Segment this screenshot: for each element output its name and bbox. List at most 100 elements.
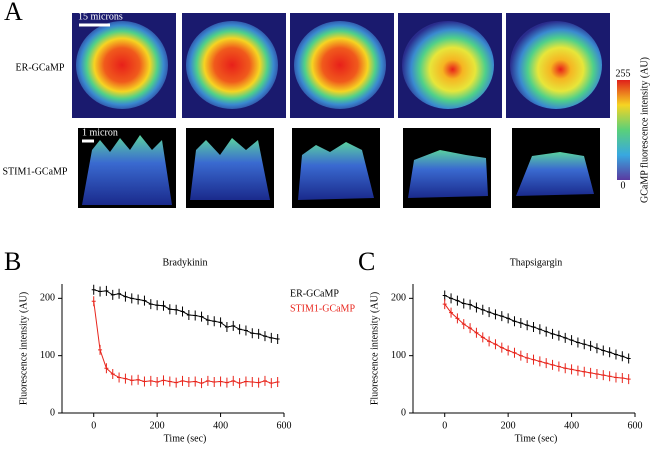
data-point [98,344,103,355]
data-point [518,317,523,328]
x-tick-label: 400 [213,420,228,431]
data-point [442,299,447,310]
cell [294,21,386,109]
data-point [231,320,236,331]
data-point [620,373,625,384]
cell [76,21,168,109]
data-point [250,328,255,339]
data-point [129,293,134,304]
surface [516,152,594,196]
data-point [525,352,530,363]
data-point [506,313,511,324]
data-point [148,299,153,310]
surface [408,150,488,198]
data-point [269,332,274,343]
data-point [98,286,103,297]
data-point [155,377,160,388]
data-point [218,317,223,328]
data-point [180,375,185,386]
y-tick-label: 200 [40,293,55,304]
data-point [110,369,115,380]
data-point [493,309,498,320]
data-point [594,343,599,354]
data-point [275,377,280,388]
data-point [199,311,204,322]
heatmap-row: 15 microns [72,11,610,118]
data-point [550,359,555,370]
data-point [544,326,549,337]
data-point [193,376,198,387]
cell [186,21,278,109]
data-point [256,377,261,388]
data-point [256,328,261,339]
data-point [205,375,210,386]
x-tick-label: 0 [91,420,96,431]
data-point [205,315,210,326]
data-point [626,374,631,385]
data-point [243,376,248,387]
data-point [512,316,517,327]
data-point [161,375,166,386]
data-point [262,375,267,386]
data-point [544,358,549,369]
y-axis-label: Fluorescence intensity (AU) [18,292,29,405]
x-tick-label: 600 [628,420,643,431]
data-point [506,345,511,356]
data-point [231,375,236,386]
data-point [531,322,536,332]
data-point [449,307,454,318]
data-point [601,345,606,356]
data-point [607,371,612,382]
data-point [212,377,217,388]
surface [190,138,270,200]
data-point [269,378,274,389]
data-point [262,331,267,342]
surface [298,142,374,200]
data-point [455,295,460,306]
colorbar-label: GCaMP fluorescence intensity (AU) [639,57,650,203]
data-point [218,376,223,387]
data-point [442,290,447,301]
data-point [174,377,179,388]
data-point [620,351,625,362]
surface [82,135,172,205]
data-point [461,298,466,309]
data-point [556,330,561,341]
data-point [531,354,536,365]
data-point [250,377,255,388]
data-point [142,376,147,387]
data-point [155,300,160,311]
y-axis-label: Fluorescence intensity (AU) [369,292,380,405]
data-point [167,376,172,387]
data-point [199,378,204,389]
data-point [537,324,542,335]
x-tick-label: 0 [442,420,447,431]
x-tick-label: 400 [564,420,579,431]
data-point [148,375,153,386]
x-tick-label: 200 [150,420,165,431]
data-point [136,294,141,305]
data-point [174,304,179,315]
data-point [186,377,191,388]
data-point [129,375,134,386]
data-point [180,306,185,317]
data-point [588,340,593,351]
cell [510,21,602,109]
data-point [626,353,631,364]
x-axis-label: Time (sec) [515,433,558,444]
data-point [493,339,498,350]
data-point [224,322,229,332]
y-tick-label: 0 [50,407,55,418]
data-point [588,367,593,378]
data-point [193,310,198,321]
data-point [487,307,492,318]
data-point [461,319,466,330]
colorbar [617,80,630,180]
data-point [237,378,242,389]
data-point [512,347,517,358]
panel-label: C [358,247,375,276]
data-point [601,370,606,381]
data-point [569,364,574,375]
data-point [275,334,280,345]
data-point [110,289,115,300]
